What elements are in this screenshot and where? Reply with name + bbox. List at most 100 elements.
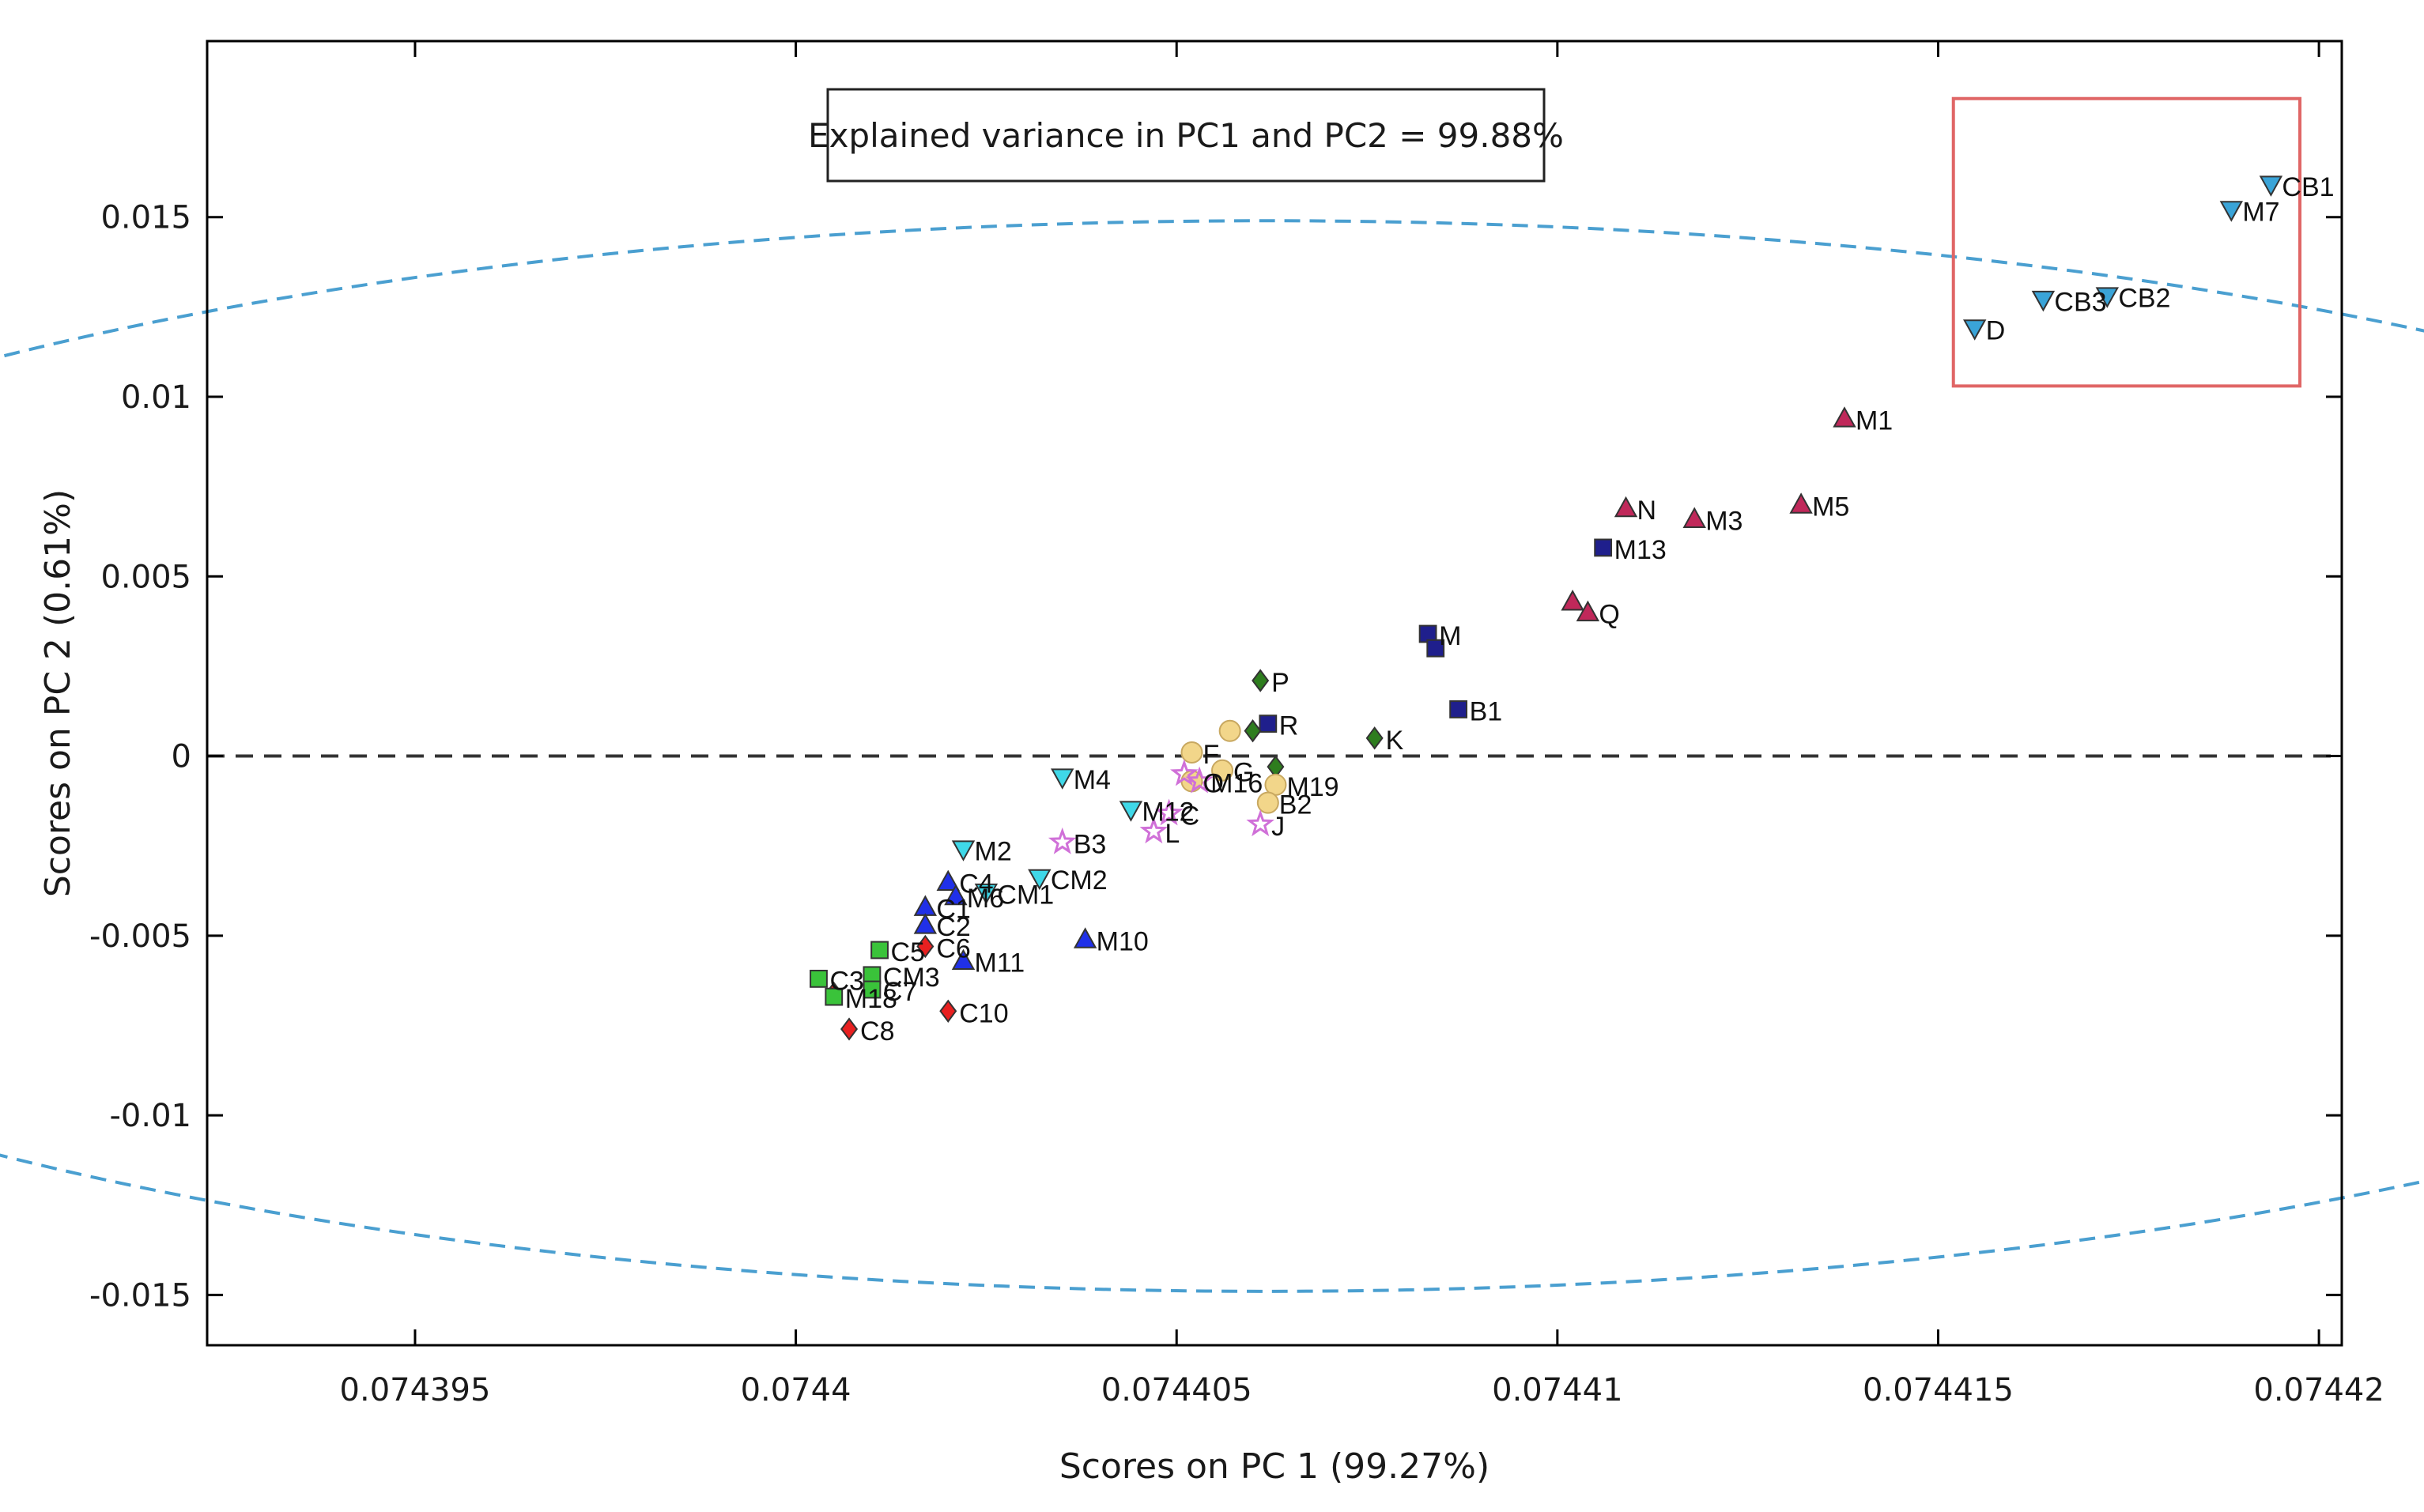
navy-square-point: [1594, 538, 1613, 557]
point-label: C: [1180, 801, 1200, 831]
crimson-up-triangle-point: [1789, 492, 1813, 514]
point-label: C8: [860, 1016, 894, 1046]
point-label: P: [1271, 668, 1289, 698]
point-label: C2: [936, 912, 970, 942]
crimson-up-triangle-point: [1682, 507, 1706, 528]
x-tick-label: 0.0744: [741, 1372, 851, 1408]
blue-up-triangle-point: [951, 948, 976, 971]
cyan-down-triangle-point: [974, 883, 999, 905]
sky-down-triangle-point: [2259, 175, 2283, 197]
violet-star-point: [1185, 766, 1214, 794]
crimson-up-triangle-point: [1576, 600, 1600, 622]
navy-square-point: [1259, 715, 1278, 733]
point-label: B1: [1470, 696, 1503, 726]
y-tick-label: -0.01: [110, 1098, 192, 1134]
point-label: C5: [891, 937, 925, 967]
red-diamond-point: [840, 1017, 859, 1041]
point-label: C1: [936, 894, 970, 924]
x-tick-label: 0.07442: [2253, 1372, 2384, 1408]
point-label: M2: [975, 837, 1012, 867]
confidence-ellipse: [0, 219, 2424, 1293]
navy-square-point: [1449, 700, 1468, 718]
point-label: B3: [1074, 830, 1107, 860]
ticks-layer: 0.074395 0.0744 0.074405 0.07441 0.074415 0.0…: [89, 41, 2384, 1408]
point-label: M3: [1705, 507, 1742, 537]
point-label: C10: [959, 998, 1008, 1028]
sky-down-triangle-point: [1963, 319, 1987, 341]
point-label: N: [1637, 496, 1657, 526]
green-diamond-point: [1244, 719, 1262, 743]
blue-up-triangle-point: [913, 913, 938, 934]
point-label: L: [1165, 819, 1180, 849]
point-label: CM3: [883, 963, 940, 993]
point-label: Q: [1599, 600, 1619, 630]
x-axis-title: Scores on PC 1 (99.27%): [1059, 1446, 1490, 1487]
point-label: M12: [1142, 797, 1194, 828]
point-label: M7: [2242, 198, 2279, 228]
lime-square-point: [810, 969, 828, 988]
lime-square-point: [825, 987, 844, 1006]
y-axis-title: Scores on PC 2 (0.61%): [38, 489, 78, 897]
point-label: O: [1203, 768, 1223, 798]
violet-star-point: [1170, 759, 1199, 786]
point-label: B2: [1279, 790, 1312, 820]
point-label: R: [1279, 711, 1299, 741]
point-label: M18: [845, 984, 897, 1014]
point-label: CM1: [997, 880, 1054, 910]
point-label: CB2: [2118, 284, 2170, 314]
point-label: C6: [936, 933, 970, 963]
red-diamond-point: [916, 934, 934, 959]
blue-up-triangle-point: [1073, 927, 1097, 948]
point-label: M4: [1074, 765, 1111, 795]
point-label: C3: [829, 966, 863, 996]
highlight-box: [1951, 96, 2302, 388]
annotation-box: [826, 88, 1546, 183]
x-tick-label: 0.07441: [1492, 1372, 1622, 1408]
crimson-up-triangle-point: [1833, 406, 1856, 428]
x-tick-label: 0.074395: [340, 1372, 491, 1408]
y-tick-label: 0.005: [100, 559, 191, 595]
crimson-up-triangle-point: [1561, 590, 1584, 611]
green-diamond-point: [1365, 726, 1384, 750]
sky-down-triangle-point: [2219, 201, 2244, 222]
point-label: M19: [1286, 772, 1338, 802]
annotation-text: Explained variance in PC1 and PC2 = 99.8…: [808, 116, 1564, 155]
cyan-down-triangle-point: [1051, 768, 1074, 790]
plot-frame: [206, 40, 2343, 1347]
y-tick-label: 0.015: [100, 200, 191, 236]
cyan-down-triangle-point: [1119, 801, 1143, 822]
green-diamond-point: [1252, 669, 1270, 692]
blue-up-triangle-point: [936, 869, 960, 892]
violet-star-point: [1048, 827, 1077, 854]
point-label: M10: [1097, 926, 1149, 956]
navy-square-point: [1426, 639, 1445, 658]
red-diamond-point: [939, 999, 957, 1023]
point-label: M6: [967, 884, 1004, 914]
point-label: C4: [959, 869, 993, 899]
point-label: M16: [1210, 768, 1263, 798]
yellow-circle-point: [1180, 741, 1203, 764]
cyan-down-triangle-point: [1028, 869, 1052, 891]
yellow-circle-point: [1218, 719, 1241, 742]
cyan-down-triangle-point: [951, 840, 976, 862]
violet-star-point: [1246, 809, 1274, 837]
violet-star-point: [1139, 816, 1169, 844]
sky-down-triangle-point: [2095, 287, 2120, 308]
point-label: M13: [1614, 535, 1667, 565]
point-label: CM2: [1051, 865, 1108, 896]
crimson-up-triangle-point: [1614, 496, 1638, 518]
point-label: M1: [1856, 405, 1893, 436]
point-label: CB1: [2282, 172, 2334, 202]
x-tick-label: 0.074405: [1101, 1372, 1252, 1408]
y-tick-label: -0.015: [89, 1277, 191, 1314]
point-label: CB3: [2054, 287, 2106, 317]
point-label: J: [1271, 812, 1285, 842]
points-layer: [810, 175, 2283, 1041]
lime-square-point: [863, 980, 882, 999]
point-label: M5: [1812, 492, 1849, 522]
variance-annotation: Explained variance in PC1 and PC2 = 99.8…: [808, 88, 1564, 183]
y-tick-label: -0.005: [89, 918, 191, 955]
y-tick-label: 0: [172, 739, 191, 775]
